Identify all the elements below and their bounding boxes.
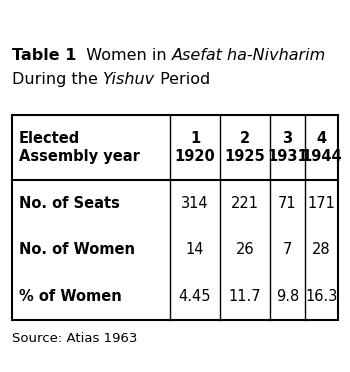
Text: Source: Atias 1963: Source: Atias 1963 [12, 332, 137, 345]
Text: 14: 14 [186, 243, 204, 257]
Text: During the: During the [12, 72, 103, 87]
Text: 28: 28 [312, 243, 331, 257]
Text: No. of Women: No. of Women [19, 243, 135, 257]
Text: Period: Period [155, 72, 210, 87]
Text: Table 1: Table 1 [12, 48, 76, 63]
Text: 4
1944: 4 1944 [301, 131, 342, 164]
Text: No. of Seats: No. of Seats [19, 196, 120, 211]
Text: Asefat ha-Nivharim: Asefat ha-Nivharim [172, 48, 326, 63]
Text: 221: 221 [231, 196, 259, 211]
Text: 1
1920: 1 1920 [175, 131, 215, 164]
Text: Yishuv: Yishuv [103, 72, 155, 87]
Text: Women in: Women in [76, 48, 172, 63]
Text: 3
1931: 3 1931 [267, 131, 308, 164]
Text: 9.8: 9.8 [276, 289, 299, 304]
Text: % of Women: % of Women [19, 289, 122, 304]
Text: 26: 26 [236, 243, 254, 257]
Text: 171: 171 [308, 196, 335, 211]
Text: 16.3: 16.3 [305, 289, 338, 304]
Text: 11.7: 11.7 [229, 289, 261, 304]
Text: 7: 7 [283, 243, 292, 257]
Bar [12, 115, 338, 320]
Text: 2
1925: 2 1925 [225, 131, 265, 164]
Text: 71: 71 [278, 196, 297, 211]
Text: 4.45: 4.45 [179, 289, 211, 304]
Text: 314: 314 [181, 196, 209, 211]
Text: Elected
Assembly year: Elected Assembly year [19, 131, 140, 164]
